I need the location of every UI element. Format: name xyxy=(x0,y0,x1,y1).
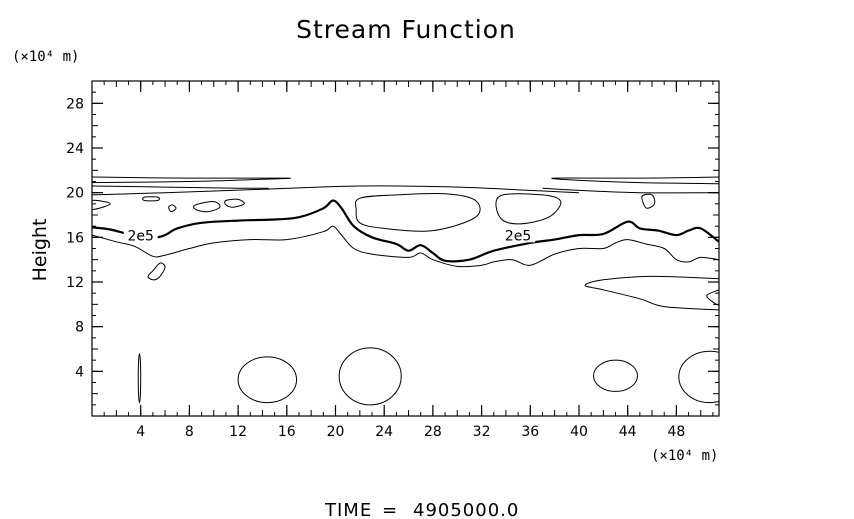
contour-upper-band-right-1 xyxy=(551,176,719,185)
contour-small-cell-3 xyxy=(92,199,111,210)
contour-label-bg xyxy=(501,226,536,243)
x-unit-label: (×10⁴ m) xyxy=(651,448,718,464)
time-footer: TIME = 4905000.0 xyxy=(324,500,519,519)
y-axis-label: Height xyxy=(29,219,51,282)
x-tick-label: 24 xyxy=(375,424,393,440)
time-label: TIME xyxy=(324,500,372,519)
contour-mid-envelope xyxy=(92,185,580,196)
contour-bottom-cell-1 xyxy=(137,352,142,404)
y-tick-label: 12 xyxy=(66,275,84,291)
contour-cell-upper-center xyxy=(354,192,481,232)
x-tick-label: 40 xyxy=(570,424,588,440)
x-tick-label: 36 xyxy=(521,424,539,440)
chart-title: Stream Function xyxy=(296,15,516,44)
x-tick-label: 12 xyxy=(229,424,247,440)
contour-upper-band-right-2 xyxy=(542,187,719,194)
contour-label-bg xyxy=(123,226,158,243)
contour-upper-band-1 xyxy=(92,176,291,184)
contour-bottom-cell-5 xyxy=(678,350,719,404)
x-tick-label: 28 xyxy=(424,424,442,440)
x-tick-label: 16 xyxy=(278,424,296,440)
contour-right-edge-small xyxy=(706,289,719,306)
time-equals: = xyxy=(382,500,398,519)
x-tick-label: 4 xyxy=(136,424,145,440)
x-tick-label: 32 xyxy=(473,424,491,440)
x-tick-label: 44 xyxy=(619,424,637,440)
contour-upper-band-2 xyxy=(92,185,269,189)
contour-thin-contour-lower xyxy=(92,225,719,268)
contour-small-cell-4 xyxy=(142,196,160,202)
contour-small-cell-2 xyxy=(224,198,245,208)
contour-right-mid-contour xyxy=(584,275,719,311)
y-tick-label: 8 xyxy=(75,320,84,336)
time-value: 4905000.0 xyxy=(413,500,519,519)
y-tick-label: 24 xyxy=(66,141,84,157)
contour-labels: 2e5 2e5 xyxy=(123,226,536,244)
contour-lines xyxy=(92,176,719,406)
contour-stream-2e5 xyxy=(92,199,719,263)
contour-small-cell-5 xyxy=(168,204,177,213)
contour-small-cell-6 xyxy=(641,193,656,209)
x-tick-label: 8 xyxy=(185,424,194,440)
contour-cell-upper-right xyxy=(495,193,562,225)
y-unit-label: (×10⁴ m) xyxy=(12,49,79,65)
y-tick-label: 4 xyxy=(75,364,84,380)
contour-bottom-cell-2 xyxy=(237,356,298,404)
contour-small-cell-7 xyxy=(147,262,166,281)
contour-label: 2e5 xyxy=(505,228,531,244)
contour-small-cell-1 xyxy=(193,201,221,213)
contour-label: 2e5 xyxy=(127,228,153,244)
y-tick-label: 20 xyxy=(66,186,84,202)
x-tick-label: 48 xyxy=(667,424,685,440)
contour-bottom-cell-4 xyxy=(593,359,638,392)
y-tick-label: 16 xyxy=(66,230,84,246)
x-tick-label: 20 xyxy=(327,424,345,440)
contour-bottom-cell-3 xyxy=(338,347,402,406)
y-tick-label: 28 xyxy=(66,96,84,112)
